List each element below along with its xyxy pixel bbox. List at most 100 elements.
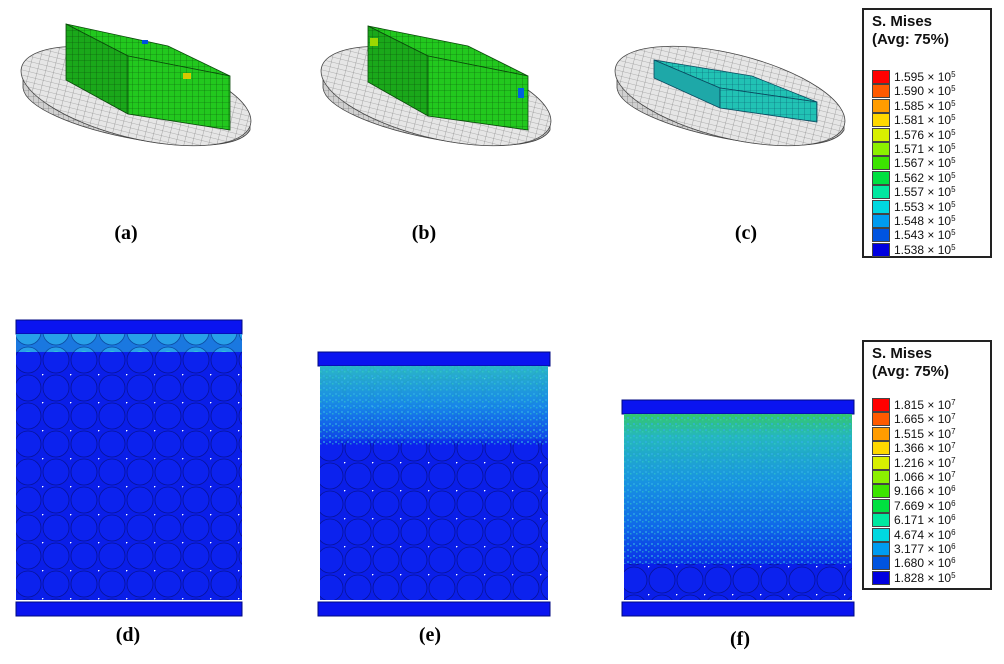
legend-value: 1.665 × 107	[894, 412, 956, 427]
legend-entry: 1.581 × 105	[872, 113, 990, 128]
legend-entry: 1.680 × 106	[872, 556, 990, 571]
legend-entry: 6.171 × 106	[872, 513, 990, 528]
legend-entry: 4.674 × 106	[872, 527, 990, 542]
legend-value: 1.595 × 105	[894, 70, 956, 84]
legend-value: 1.562 × 105	[894, 170, 956, 185]
legend-swatch	[872, 470, 890, 484]
panel-c-disc-cyan-block	[614, 45, 846, 147]
legend-entry: 1.066 × 107	[872, 470, 990, 484]
bottom-plate	[621, 601, 855, 617]
legend-entry: 1.567 × 105	[872, 156, 990, 171]
legend-value: 1.515 × 107	[894, 426, 956, 441]
panel-a-disc-green-block	[20, 23, 252, 147]
legend-entry: 1.828 × 105	[872, 570, 990, 585]
legend-value: 1.543 × 105	[894, 228, 956, 243]
legend-value: 1.571 × 105	[894, 142, 956, 156]
legend-swatch	[872, 412, 890, 427]
legend-value: 1.548 × 105	[894, 214, 956, 228]
legend-swatch	[872, 527, 890, 542]
legend-entry: 1.595 × 105	[872, 70, 990, 84]
legend-entry: 3.177 × 106	[872, 542, 990, 556]
legend-bottom: S. Mises (Avg: 75%) 1.815 × 107 1.665 × 1…	[862, 340, 992, 590]
legend-value: 3.177 × 106	[894, 542, 956, 556]
block	[653, 59, 818, 123]
legend-bottom-title: S. Mises (Avg: 75%)	[872, 345, 949, 380]
particle-bed	[16, 334, 242, 600]
legend-swatch	[872, 113, 890, 128]
legend-swatch	[872, 570, 890, 585]
legend-value: 6.171 × 106	[894, 513, 956, 528]
caption-c: (c)	[734, 222, 758, 244]
legend-top-title: S. Mises (Avg: 75%)	[872, 13, 949, 48]
legend-swatch	[872, 242, 890, 257]
legend-swatch	[872, 398, 890, 412]
legend-value: 1.585 × 105	[894, 98, 956, 113]
caption-d: (d)	[115, 624, 141, 646]
bottom-plate	[317, 601, 551, 617]
legend-swatch	[872, 513, 890, 528]
legend-swatch	[872, 426, 890, 441]
legend-entry: 1.571 × 105	[872, 142, 990, 156]
legend-value: 9.166 × 106	[894, 484, 956, 499]
legend-entry: 1.543 × 105	[872, 228, 990, 243]
legend-value: 4.674 × 106	[894, 527, 956, 542]
legend-entry: 1.562 × 105	[872, 170, 990, 185]
legend-value: 1.366 × 107	[894, 441, 956, 456]
top-plate	[621, 399, 855, 415]
legend-entry: 1.553 × 105	[872, 199, 990, 214]
caption-b: (b)	[411, 222, 437, 244]
legend-entry: 1.538 × 105	[872, 242, 990, 257]
legend-swatch	[872, 542, 890, 556]
legend-value: 1.066 × 107	[894, 470, 956, 484]
panel-e-particle-column	[317, 351, 551, 617]
legend-value: 1.216 × 107	[894, 455, 956, 470]
legend-swatch	[872, 98, 890, 113]
legend-swatch	[872, 170, 890, 185]
legend-value: 1.576 × 105	[894, 127, 956, 142]
panel-b-disc-green-block	[320, 25, 552, 147]
stress-noise	[320, 366, 548, 446]
legend-value: 1.557 × 105	[894, 185, 956, 200]
legend-value: 7.669 × 106	[894, 498, 956, 513]
legend-value: 1.567 × 105	[894, 156, 956, 171]
legend-value: 1.590 × 105	[894, 84, 956, 99]
legend-value: 1.581 × 105	[894, 113, 956, 128]
legend-swatch	[872, 127, 890, 142]
legend-entry: 1.665 × 107	[872, 412, 990, 427]
legend-swatch	[872, 455, 890, 470]
legend-entry: 1.585 × 105	[872, 98, 990, 113]
legend-entry: 1.515 × 107	[872, 426, 990, 441]
legend-swatch	[872, 441, 890, 456]
legend-entry: 1.366 × 107	[872, 441, 990, 456]
legend-value: 1.828 × 105	[894, 570, 956, 585]
bottom-plate	[15, 601, 243, 617]
legend-entry: 1.576 × 105	[872, 127, 990, 142]
legend-value: 1.680 × 106	[894, 556, 956, 571]
legend-entry: 1.815 × 107	[872, 398, 990, 412]
legend-swatch	[872, 185, 890, 200]
legend-swatch	[872, 498, 890, 513]
panel-d-particle-column	[15, 319, 243, 617]
legend-swatch	[872, 156, 890, 171]
legend-entry: 1.557 × 105	[872, 185, 990, 200]
block	[367, 25, 529, 131]
legend-swatch	[872, 199, 890, 214]
legend-swatch	[872, 142, 890, 156]
panel-f-particle-column	[621, 399, 855, 617]
legend-entry: 9.166 × 106	[872, 484, 990, 499]
legend-swatch	[872, 484, 890, 499]
block	[65, 23, 231, 131]
caption-f: (f)	[730, 628, 750, 650]
legend-swatch	[872, 556, 890, 571]
caption-e: (e)	[418, 624, 442, 646]
legend-entry: 1.590 × 105	[872, 84, 990, 99]
top-plate	[15, 319, 243, 335]
legend-value: 1.538 × 105	[894, 242, 956, 257]
legend-swatch	[872, 70, 890, 84]
legend-entry: 1.548 × 105	[872, 214, 990, 228]
contact-band	[16, 334, 242, 352]
legend-value: 1.553 × 105	[894, 199, 956, 214]
top-plate	[317, 351, 551, 367]
legend-entry: 1.216 × 107	[872, 455, 990, 470]
stress-noise	[624, 414, 852, 564]
